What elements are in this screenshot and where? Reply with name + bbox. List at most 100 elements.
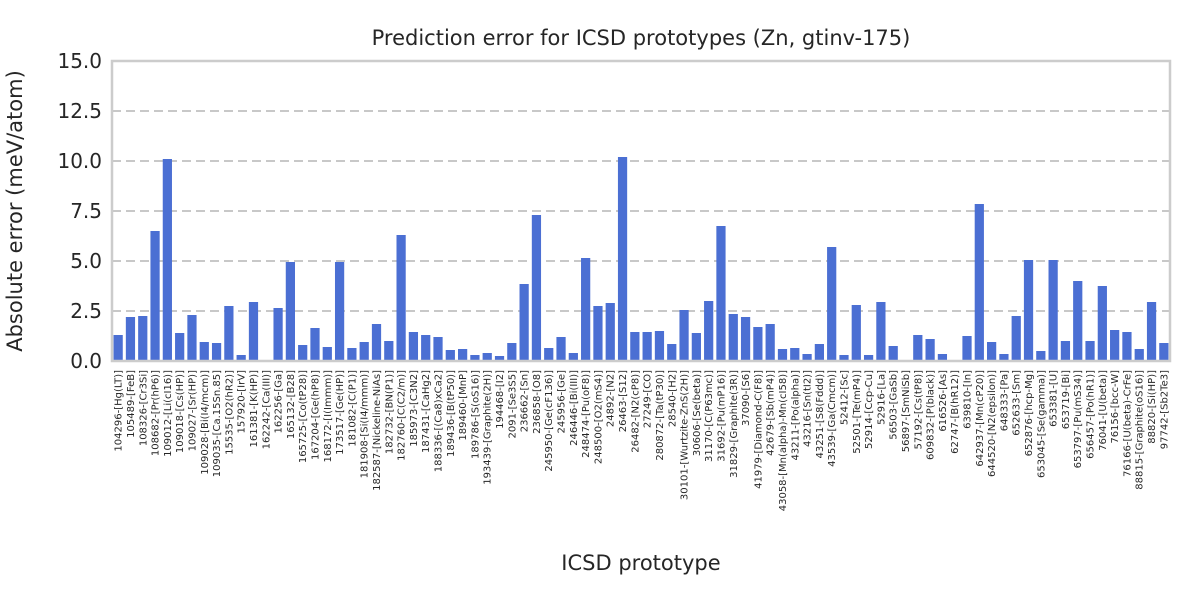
x-tick-label: 248474-[Pu(oF8)]	[581, 370, 592, 458]
x-tick-label: 609832-[P(black)]	[926, 370, 937, 460]
x-tick-label: 653045-[Se(gamma)]	[1036, 370, 1047, 478]
bar	[753, 327, 763, 361]
x-tick-label: 31170-[C(P63mc)]	[704, 370, 715, 462]
y-tick-labels: 0.0 2.5 5.0 7.5 10.0 12.5 15.0	[57, 49, 102, 373]
bar	[962, 336, 972, 361]
bar	[458, 349, 468, 361]
x-tick-label: 236858-[O8]	[532, 370, 543, 434]
x-tick-label: 76166-[U(beta)-CrFe]	[1122, 370, 1133, 477]
x-tick-label: 157920-[IrV]	[237, 370, 248, 434]
x-tick-label: 165132-[B28]	[286, 370, 297, 439]
x-tick-label: 187431-[CaHg2]	[421, 370, 432, 453]
x-tick-label: 189460-[MnP]	[458, 370, 469, 441]
bar	[827, 247, 837, 361]
bar	[470, 355, 480, 361]
x-tick-label: 26482-[N2(cP8)]	[630, 370, 641, 453]
bar	[790, 348, 800, 361]
x-tick-label: 28540-[H2]	[667, 370, 678, 427]
x-tick-label: 167204-[Ge(hP8)]	[310, 370, 321, 460]
x-tick-label: 653381-[U]	[1049, 370, 1060, 427]
x-tick-label: 37090-[S6]	[741, 370, 752, 426]
bars	[113, 157, 1169, 361]
bar	[1097, 286, 1107, 361]
x-tick-label: 109028-[Bi(I4/mcm)]	[200, 370, 211, 475]
bar	[175, 333, 185, 361]
y-tick-label: 7.5	[70, 199, 102, 223]
bar	[1122, 332, 1132, 361]
x-tick-label: 88820-[Si(HP)]	[1147, 370, 1158, 444]
x-tick-label: 31692-[Pu(mP16)]	[716, 370, 727, 462]
x-tick-label: 52412-[Sc]	[839, 370, 850, 425]
bar	[371, 324, 382, 361]
x-tick-label: 109012-[Li(cI16)]	[163, 370, 174, 457]
x-tick-label: 43058-[Mn(alpha)-Mn(cI58)]	[778, 370, 789, 511]
bar	[1060, 341, 1071, 361]
bar	[544, 348, 554, 361]
bar	[679, 310, 689, 361]
bar	[162, 159, 172, 361]
x-tick-label: 245956-[Ge]	[557, 370, 568, 434]
bar	[298, 345, 308, 361]
y-tick-label: 5.0	[70, 249, 102, 273]
bar	[1134, 349, 1144, 361]
x-tick-label: 43216-[Sn(tI2)]	[803, 370, 814, 447]
bar	[125, 317, 136, 361]
plot-frame	[110, 59, 1172, 363]
x-tick-label: 27249-[CO]	[643, 370, 654, 428]
x-tick-label: 108326-[Cr3Si]	[138, 370, 149, 446]
x-tick-label: 185973-[C3N2]	[409, 370, 420, 447]
x-tick-label: 194468-[I2]	[495, 370, 506, 429]
bar	[802, 354, 812, 361]
bar	[113, 335, 123, 361]
x-tick-label: 52501-[Te(mP4)]	[852, 370, 863, 454]
y-tick-label: 12.5	[57, 99, 102, 123]
bar	[876, 302, 886, 361]
bar	[667, 344, 677, 361]
y-tick-label: 0.0	[70, 349, 102, 373]
bar	[199, 342, 209, 361]
bar	[285, 262, 295, 361]
x-tick-label: 105489-[FeB]	[126, 370, 137, 438]
x-tick-label: 616526-[As]	[938, 370, 949, 432]
x-tick-label: 56503-[GaSb]	[889, 370, 900, 440]
chart-title: Prediction error for ICSD prototypes (Zn…	[372, 26, 911, 50]
x-tick-label: 652876-[hcp-Mg]	[1024, 370, 1035, 456]
bar	[925, 339, 935, 361]
x-tick-label: 15535-[O2(hR2)]	[224, 370, 235, 455]
x-tick-label: 173517-[Ge(HP)]	[335, 370, 346, 455]
x-tick-label: 26463-[S12]	[618, 370, 629, 432]
bar	[1023, 260, 1034, 361]
x-tick-label: 43251-[S8(Fddd)]	[815, 370, 826, 459]
x-tick-label: 24892-[N2]	[606, 370, 617, 427]
bar	[408, 332, 419, 361]
x-tick-label: 193439-[Graphite(2H)]	[483, 370, 494, 485]
x-tick-labels: 104296-[Hg(LT)] 105489-[FeB] 108326-[Cr3Si…	[114, 370, 1171, 511]
x-tick-label: 246446-[Bi(III)]	[569, 370, 580, 446]
bar	[1011, 316, 1021, 361]
bar	[581, 258, 591, 361]
bar	[863, 355, 874, 361]
bar	[1085, 341, 1095, 361]
bar	[187, 315, 197, 361]
bar	[421, 335, 431, 361]
x-tick-label: 182760-[C(C2/m)]	[397, 370, 408, 461]
bar	[347, 348, 357, 361]
bar	[556, 337, 566, 361]
bar	[1048, 260, 1058, 361]
x-tick-label: 162256-[Ga]	[274, 370, 285, 434]
y-tick-label: 10.0	[57, 149, 102, 173]
bar	[716, 226, 726, 361]
y-axis-label: Absolute error (meV/atom)	[3, 70, 27, 352]
x-tick-label: 648333-[Pa]	[999, 370, 1010, 431]
bar	[1159, 343, 1169, 361]
x-tick-label: 52916-[La]	[876, 370, 887, 425]
y-tick-label: 2.5	[70, 299, 102, 323]
bar	[507, 343, 517, 361]
x-tick-label: 62747-[B(hR12)]	[950, 370, 961, 454]
bar	[1073, 281, 1083, 361]
bar	[999, 354, 1009, 361]
x-tick-label: 2091-[Se3S5]	[507, 370, 518, 439]
x-axis-label: ICSD prototype	[561, 551, 720, 575]
bar	[691, 333, 701, 361]
bar	[888, 346, 898, 361]
